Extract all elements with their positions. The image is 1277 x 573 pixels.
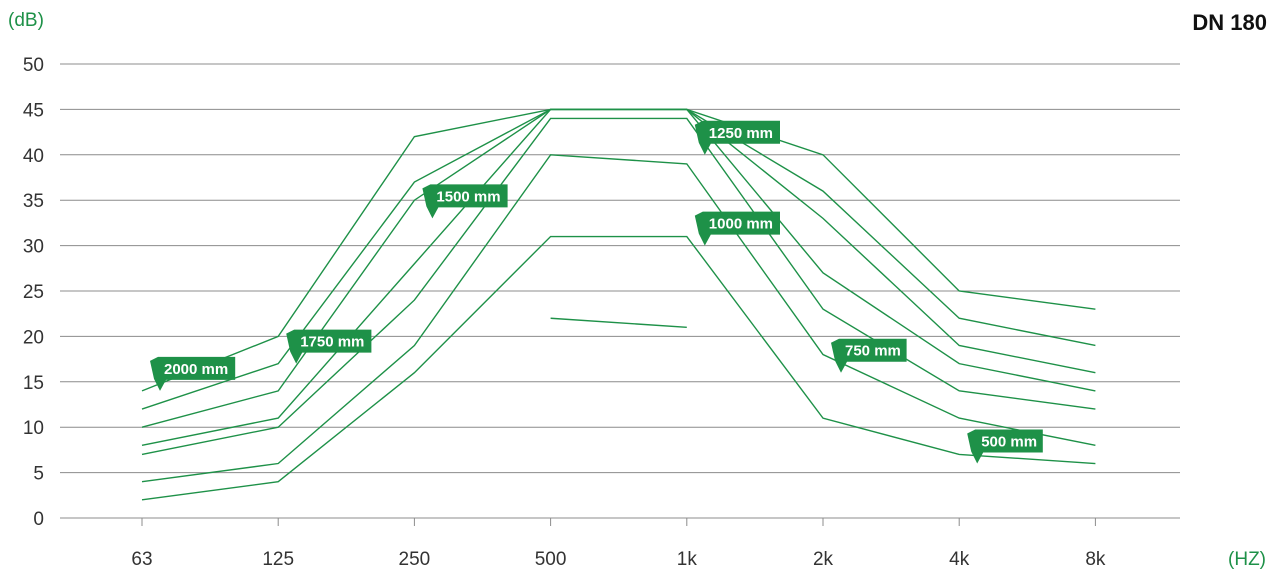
series-label-box <box>150 356 236 391</box>
y-tick-label: 20 <box>23 327 44 348</box>
series-label-box <box>967 429 1043 464</box>
series-label-box <box>286 329 372 364</box>
series-lines <box>141 108 1096 501</box>
x-tick-label: 63 <box>131 549 152 570</box>
series-label: 1000 mm <box>694 211 780 246</box>
series-label: 1250 mm <box>694 120 780 155</box>
y-tick-label: 5 <box>33 464 44 485</box>
grid <box>60 63 1180 519</box>
series-line <box>141 108 1096 392</box>
y-tick-label: 10 <box>23 418 44 439</box>
series-label: 1500 mm <box>422 184 508 219</box>
y-tick-label: 45 <box>23 100 44 121</box>
y-tick-label: 15 <box>23 373 44 394</box>
series-line <box>141 117 1096 456</box>
series-line <box>141 235 1096 501</box>
series-label-text: 1250 mm <box>709 125 773 142</box>
y-axis-ticks: 0 5 10 15 20 25 30 35 40 45 50 <box>23 55 44 530</box>
x-tick-label: 125 <box>262 549 294 570</box>
y-tick-label: 50 <box>23 55 44 76</box>
series-label-box <box>694 120 780 155</box>
y-tick-label: 35 <box>23 191 44 212</box>
series-label: 2000 mm <box>150 356 236 391</box>
y-tick-label: 25 <box>23 282 44 303</box>
x-tick-label: 8k <box>1085 549 1106 570</box>
y-axis-unit: (dB) <box>8 10 44 31</box>
y-tick-label: 30 <box>23 237 44 258</box>
series-label-box <box>831 338 907 373</box>
x-tick-label: 500 <box>535 549 567 570</box>
series-labels: 2000 mm 1750 mm 1500 mm 1250 mm 1000 mm 750 m… <box>150 120 1043 464</box>
series-label: 500 mm <box>967 429 1043 464</box>
series-label-text: 1500 mm <box>436 188 500 205</box>
series-label-text: 1750 mm <box>300 334 364 351</box>
series-line <box>141 108 1096 428</box>
series-label-text: 1000 mm <box>709 216 773 233</box>
series-label-box <box>694 211 780 246</box>
series-label: 750 mm <box>831 338 907 373</box>
x-tick-label: 1k <box>677 549 698 570</box>
x-tick-label: 2k <box>813 549 834 570</box>
x-axis-ticks: 63 125 250 500 1k 2k 4k 8k <box>131 518 1106 570</box>
series-label-text: 500 mm <box>981 434 1037 451</box>
series-line <box>141 108 1096 447</box>
series-label-box <box>422 184 508 219</box>
x-axis-unit: (HZ) <box>1228 549 1266 570</box>
x-tick-label: 4k <box>949 549 970 570</box>
series-line <box>550 317 687 329</box>
series-line <box>141 154 1096 483</box>
series-label-text: 750 mm <box>845 343 901 360</box>
y-tick-label: 0 <box>33 509 44 530</box>
chart-title: DN 180 <box>1192 10 1267 35</box>
x-tick-label: 250 <box>399 549 431 570</box>
y-tick-label: 40 <box>23 146 44 167</box>
series-label-text: 2000 mm <box>164 361 228 378</box>
series-label: 1750 mm <box>286 329 372 364</box>
